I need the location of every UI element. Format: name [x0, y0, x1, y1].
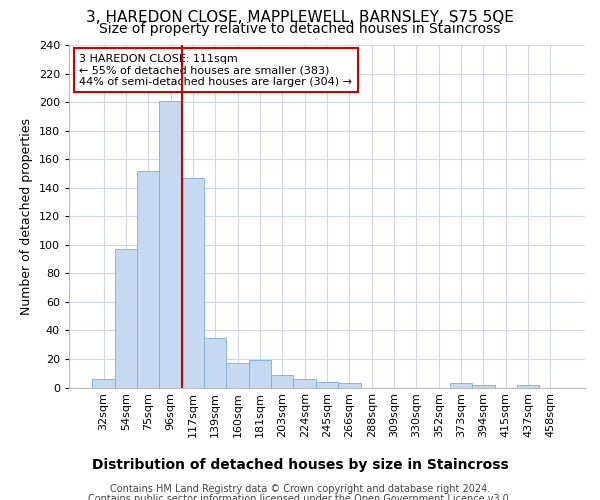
- Bar: [450, 383, 472, 388]
- Text: Distribution of detached houses by size in Staincross: Distribution of detached houses by size …: [92, 458, 508, 471]
- Bar: [115, 249, 137, 388]
- Bar: [316, 382, 338, 388]
- Bar: [517, 384, 539, 388]
- Text: Contains HM Land Registry data © Crown copyright and database right 2024.: Contains HM Land Registry data © Crown c…: [110, 484, 490, 494]
- Text: 3, HAREDON CLOSE, MAPPLEWELL, BARNSLEY, S75 5QE: 3, HAREDON CLOSE, MAPPLEWELL, BARNSLEY, …: [86, 10, 514, 25]
- Bar: [160, 100, 182, 388]
- Text: 3 HAREDON CLOSE: 111sqm
← 55% of detached houses are smaller (383)
44% of semi-d: 3 HAREDON CLOSE: 111sqm ← 55% of detache…: [79, 54, 352, 87]
- Bar: [249, 360, 271, 388]
- Y-axis label: Number of detached properties: Number of detached properties: [20, 118, 33, 315]
- Text: Size of property relative to detached houses in Staincross: Size of property relative to detached ho…: [100, 22, 500, 36]
- Bar: [182, 178, 204, 388]
- Bar: [204, 338, 226, 388]
- Bar: [271, 374, 293, 388]
- Bar: [92, 379, 115, 388]
- Bar: [338, 383, 361, 388]
- Text: Contains public sector information licensed under the Open Government Licence v3: Contains public sector information licen…: [88, 494, 512, 500]
- Bar: [293, 379, 316, 388]
- Bar: [226, 363, 249, 388]
- Bar: [137, 170, 160, 388]
- Bar: [472, 384, 494, 388]
